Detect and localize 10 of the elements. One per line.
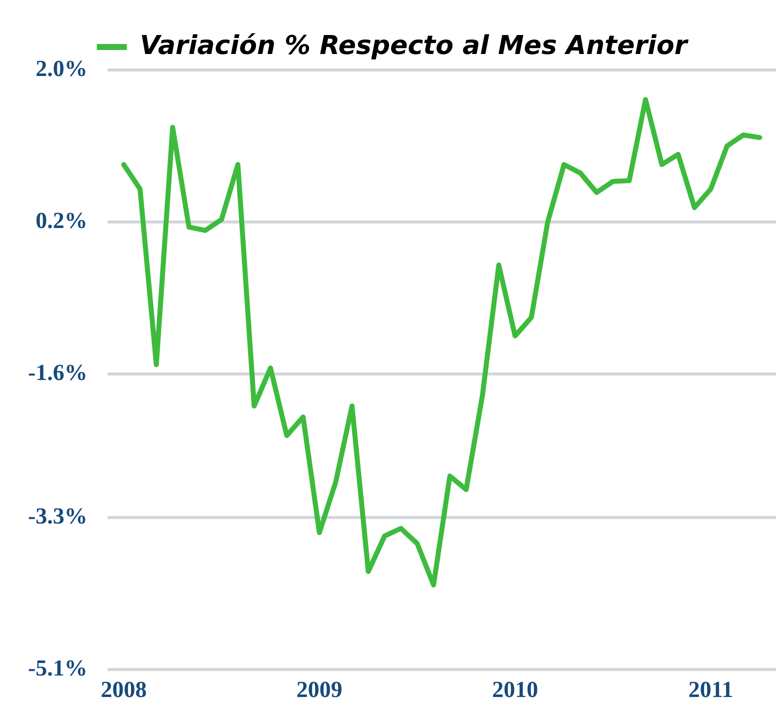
x-tick-label: 2011 (688, 677, 734, 702)
y-tick-label: -3.3% (28, 503, 88, 528)
x-tick-label: 2008 (100, 677, 147, 702)
x-tick-label: 2009 (296, 677, 342, 702)
y-tick-label: 0.2% (36, 208, 88, 233)
legend-label: Variación % Respecto al Mes Anterior (140, 30, 690, 61)
y-tick-label: -1.6% (28, 360, 88, 385)
x-tick-label: 2010 (492, 677, 538, 702)
y-tick-label: -5.1% (28, 655, 88, 680)
y-tick-label: 2.0% (36, 56, 88, 81)
